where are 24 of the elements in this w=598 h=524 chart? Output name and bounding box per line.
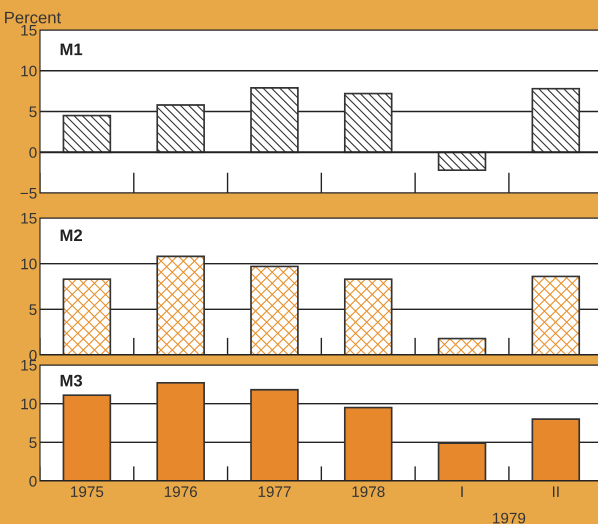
y-tick-label: 10 (21, 258, 37, 270)
y-tick-label: 15 (21, 213, 37, 224)
y-axis-title: Percent (5, 12, 62, 24)
chart-title: M3 (60, 374, 82, 387)
x-tick-label: I (461, 486, 463, 497)
y-tick-label: 5 (29, 106, 37, 118)
text: 1979 (493, 512, 526, 524)
y-tick-label: −5 (20, 188, 37, 199)
y-tick-label: 0 (29, 350, 37, 361)
x-tick-label: 1976 (164, 486, 197, 498)
text: M1 (60, 44, 82, 56)
x-tick-label: II (552, 486, 559, 497)
x-tick-label: 1975 (71, 486, 104, 498)
y-tick-label: 15 (21, 25, 37, 36)
y-tick-label: 5 (29, 304, 37, 316)
y-tick-label: 5 (29, 437, 37, 448)
y-tick-label: 10 (21, 66, 37, 76)
y-tick-label: 0 (29, 147, 37, 158)
y-tick-label: 10 (21, 398, 37, 410)
text: M2 (60, 229, 82, 242)
x-tick-label: 1978 (352, 486, 385, 498)
x-tick-label: 1977 (258, 486, 291, 498)
y-tick-label: 0 (29, 476, 37, 487)
y-tick-label: 15 (21, 360, 37, 371)
